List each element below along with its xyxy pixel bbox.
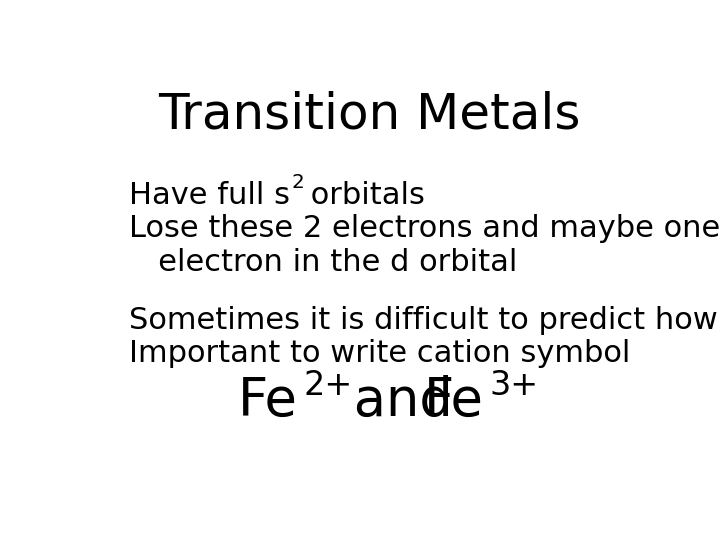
Text: Have full s: Have full s <box>129 181 290 210</box>
Text: Fe: Fe <box>238 375 298 427</box>
Text: Important to write cation symbol: Important to write cation symbol <box>129 339 631 368</box>
Text: Lose these 2 electrons and maybe one: Lose these 2 electrons and maybe one <box>129 214 720 244</box>
Text: Sometimes it is difficult to predict how many: Sometimes it is difficult to predict how… <box>129 306 720 335</box>
Text: 2: 2 <box>292 173 305 192</box>
Text: Transition Metals: Transition Metals <box>158 91 580 139</box>
Text: electron in the d orbital: electron in the d orbital <box>129 248 518 276</box>
Text: 3+: 3+ <box>490 369 539 402</box>
Text: orbitals: orbitals <box>301 181 425 210</box>
Text: 2+: 2+ <box>304 369 353 402</box>
Text: Fe: Fe <box>423 375 484 427</box>
Text: and: and <box>337 375 469 427</box>
